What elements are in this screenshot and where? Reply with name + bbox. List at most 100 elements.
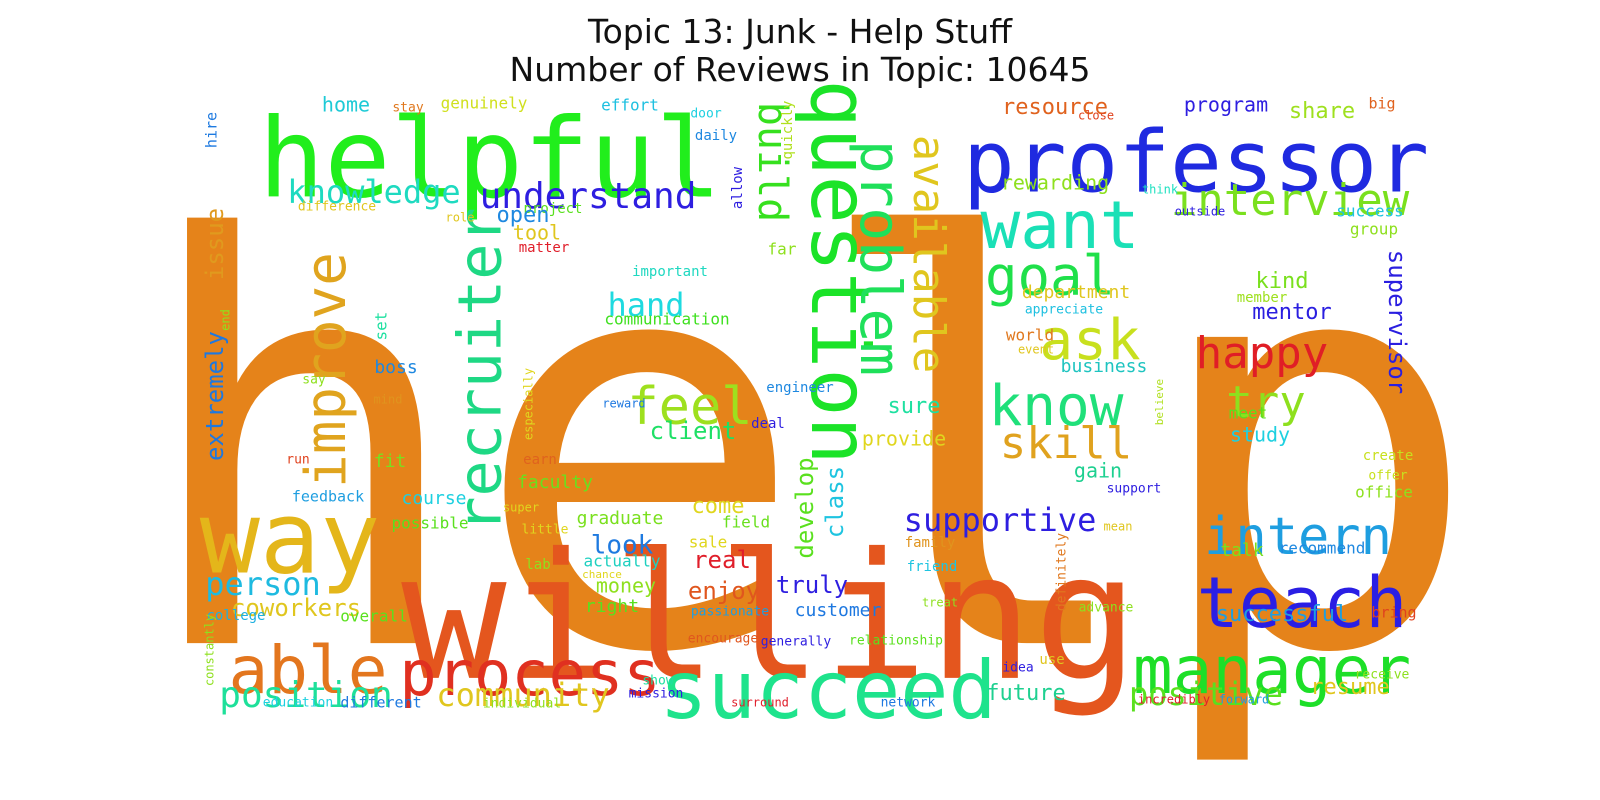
word-especially: especially	[522, 368, 536, 440]
word-successful: successful	[1216, 602, 1348, 627]
word-question: question	[793, 79, 886, 464]
word-genuinely: genuinely	[441, 94, 528, 113]
word-project: project	[523, 201, 582, 217]
word-receive: receive	[1355, 668, 1410, 683]
word-create: create	[1363, 448, 1414, 464]
word-skill: skill	[1000, 418, 1132, 469]
word-forward: forward	[1219, 693, 1270, 707]
word-teach: teach	[1197, 562, 1408, 644]
word-little: little	[522, 523, 569, 538]
word-resource: resource	[1002, 95, 1108, 120]
word-outside: outside	[1175, 205, 1226, 219]
word-member: member	[1237, 290, 1288, 306]
word-end: end	[219, 309, 233, 331]
word-talk: talk	[1220, 540, 1264, 561]
word-customer: customer	[795, 600, 882, 621]
word-open: open	[497, 203, 550, 228]
word-group: group	[1350, 220, 1398, 239]
word-happy: happy	[1196, 328, 1328, 379]
word-meet: meet	[1229, 404, 1268, 423]
word-professor: professor	[963, 112, 1429, 212]
word-mind: mind	[374, 393, 403, 407]
word-manager: manager	[1133, 632, 1411, 709]
word-enjoy: enjoy	[688, 577, 760, 605]
word-lab: lab	[525, 557, 550, 573]
word-faculty: faculty	[517, 472, 593, 493]
word-kind: kind	[1256, 269, 1309, 294]
word-difference: difference	[298, 200, 376, 215]
chart-title: Topic 13: Junk - Help Stuff	[588, 12, 1012, 51]
word-possible: possible	[391, 514, 468, 533]
word-set: set	[372, 312, 391, 341]
word-different: different	[340, 694, 421, 712]
word-network: network	[881, 696, 936, 711]
word-money: money	[596, 574, 656, 598]
word-field: field	[722, 513, 770, 532]
word-right: right	[585, 596, 639, 617]
word-coworkers: coworkers	[231, 594, 361, 622]
word-think: think	[1142, 183, 1179, 197]
word-individual: individual	[483, 697, 561, 712]
word-improve: improve	[294, 252, 359, 488]
word-success: success	[1336, 202, 1403, 221]
word-understand: understand	[480, 176, 697, 217]
word-chance: chance	[582, 568, 622, 581]
word-class: class	[821, 466, 849, 538]
word-effort: effort	[601, 96, 659, 115]
word-gain: gain	[1074, 459, 1122, 483]
word-run: run	[286, 453, 309, 468]
word-available: available	[903, 135, 954, 373]
word-positive: positive	[1129, 675, 1283, 713]
word-provide: provide	[862, 427, 946, 451]
word-earn: earn	[523, 452, 557, 468]
word-want: want	[981, 187, 1140, 264]
word-program: program	[1184, 93, 1268, 117]
word-advance: advance	[1079, 601, 1134, 616]
word-bring: bring	[1371, 604, 1416, 622]
word-goal: goal	[985, 245, 1115, 308]
word-education: education	[263, 696, 333, 711]
word-appreciate: appreciate	[1025, 303, 1103, 318]
word-show: show	[642, 674, 673, 689]
word-course: course	[401, 488, 466, 509]
word-generally: generally	[761, 635, 832, 650]
word-door: door	[690, 107, 721, 122]
word-truly: truly	[776, 571, 848, 599]
word-office: office	[1355, 483, 1413, 502]
word-succeed: succeed	[659, 644, 996, 737]
word-world: world	[1006, 326, 1054, 345]
word-help: help	[134, 124, 1483, 776]
word-feedback: feedback	[292, 488, 364, 506]
word-idea: idea	[1002, 661, 1033, 676]
word-super: super	[503, 501, 539, 515]
word-offer: offer	[1368, 469, 1407, 484]
chart-subtitle: Number of Reviews in Topic: 10645	[509, 50, 1091, 89]
word-allow: allow	[730, 166, 746, 209]
word-process: process	[399, 637, 660, 710]
word-surround: surround	[731, 696, 789, 710]
word-stay: stay	[392, 101, 423, 116]
word-boss: boss	[374, 357, 417, 378]
word-college: college	[206, 608, 265, 624]
word-supportive: supportive	[904, 501, 1097, 539]
word-client: client	[650, 417, 737, 445]
word-important: important	[632, 264, 708, 280]
word-engineer: engineer	[766, 380, 833, 396]
word-friend: friend	[907, 559, 958, 575]
word-quickly: quickly	[780, 100, 796, 159]
word-hire: hire	[203, 112, 221, 148]
word-mean: mean	[1104, 520, 1133, 534]
word-far: far	[768, 240, 797, 259]
word-daily: daily	[695, 128, 737, 144]
word-future: future	[986, 681, 1065, 706]
word-relationship: relationship	[849, 634, 943, 649]
word-reward: reward	[602, 397, 645, 411]
word-way: way	[200, 479, 381, 596]
word-graduate: graduate	[577, 508, 664, 529]
word-position: position	[219, 675, 392, 716]
word-interview: interview	[1171, 175, 1410, 226]
word-encourage: encourage	[688, 632, 759, 647]
word-support: support	[1107, 482, 1162, 497]
word-able: able	[229, 632, 388, 709]
